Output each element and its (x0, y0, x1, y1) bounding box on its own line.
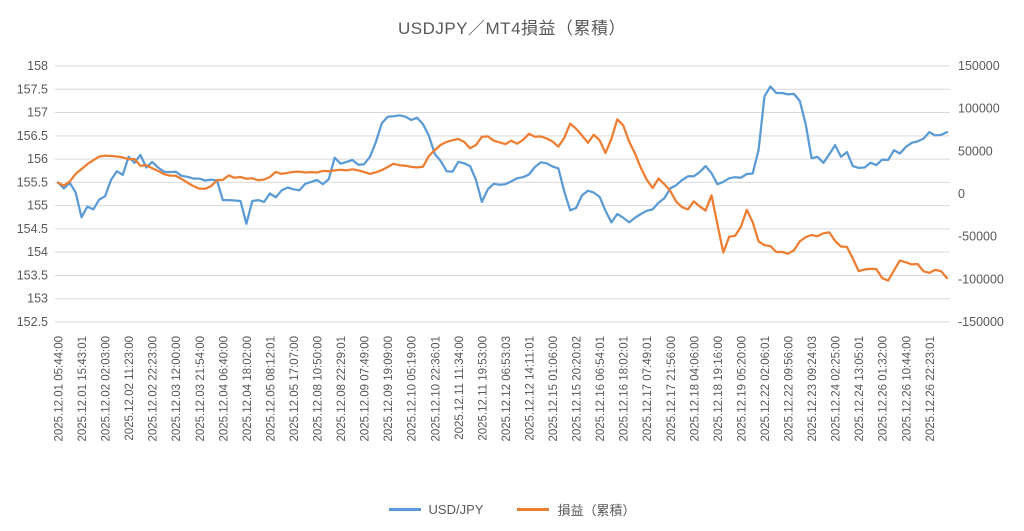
x-axis-tick-label: 2025.12.03 21:54:00 (195, 336, 207, 442)
x-axis-tick-label: 2025.12.15 01:06:00 (548, 336, 560, 442)
x-axis-tick-label: 2025.12.16 18:02:01 (619, 336, 631, 442)
x-axis-tick-label: 2025.12.19 05:20:00 (736, 336, 748, 442)
x-axis-tick-label: 2025.12.05 17:07:00 (289, 336, 301, 442)
x-axis-tick-label: 2025.12.11 19:53:00 (477, 336, 489, 441)
y-axis-tick-label-left: 157 (27, 106, 48, 120)
y-axis-tick-label-right: 150000 (958, 59, 1000, 73)
legend-label-usdjpy: USD/JPY (428, 502, 484, 517)
x-axis-tick-label: 2025.12.15 20:20:02 (572, 336, 584, 442)
y-axis-tick-label-right: 100000 (958, 102, 1000, 116)
x-axis-tick-label: 2025.12.18 19:16:00 (713, 336, 725, 442)
x-axis-tick-label: 2025.12.02 02:03:00 (101, 336, 113, 442)
chart-title: USDJPY／MT4損益（累積） (397, 19, 627, 38)
series-line-usdjpy (56, 85, 949, 225)
legend-swatch-usdjpy-icon (388, 508, 421, 511)
y-axis-tick-label-right: -150000 (958, 315, 1004, 329)
x-axis-tick-label: 2025.12.04 18:02:00 (242, 336, 254, 442)
y-axis-tick-label-left: 153.5 (17, 268, 48, 282)
x-axis-tick-label: 2025.12.05 08:12:01 (265, 336, 277, 442)
x-axis-tick-label: 2025.12.10 05:19:00 (407, 336, 419, 442)
series-line-pnl (56, 118, 949, 282)
legend-item-usdjpy: USD/JPY (388, 502, 484, 517)
x-axis-tick-label: 2025.12.26 22:23:01 (925, 336, 937, 442)
y-axis-tick-label-left: 152.5 (17, 315, 48, 329)
legend-swatch-pnl-icon (517, 508, 550, 511)
x-axis-tick-label: 2025.12.10 22:36:01 (430, 336, 442, 442)
y-axis-tick-label-left: 155 (27, 199, 48, 213)
y-axis-tick-label-left: 156 (27, 152, 48, 166)
y-axis-tick-label-left: 156.5 (17, 129, 48, 143)
y-axis-tick-label-left: 154 (27, 245, 48, 259)
x-axis-tick-label: 2025.12.26 01:32:00 (878, 336, 890, 442)
y-axis-tick-label-left: 158 (27, 59, 48, 73)
x-axis-tick-label: 2025.12.17 21:56:00 (666, 336, 678, 442)
x-axis-tick-label: 2025.12.08 10:50:00 (313, 336, 325, 442)
y-axis-tick-label-right: 0 (958, 187, 965, 201)
x-axis-tick-label: 2025.12.16 06:54:01 (595, 336, 607, 442)
x-axis-tick-label: 2025.12.23 09:24:03 (807, 336, 819, 442)
x-axis-tick-label: 2025.12.01 05:44:00 (54, 336, 66, 442)
x-axis-tick-label: 2025.12.12 14:11:01 (524, 336, 536, 441)
chart-legend: USD/JPY 損益（累積） (0, 500, 1024, 519)
x-axis-tick-label: 2025.12.26 10:44:00 (901, 336, 913, 442)
x-axis-tick-label: 2025.12.24 13:05:01 (854, 336, 866, 442)
x-axis-tick-label: 2025.12.12 06:53:03 (501, 336, 513, 442)
x-axis-tick-label: 2025.12.24 02:25:00 (831, 336, 843, 442)
x-axis-tick-label: 2025.12.22 02:06:01 (760, 336, 772, 442)
x-axis-tick-label: 2025.12.22 09:56:00 (784, 336, 796, 442)
x-axis-tick-label: 2025.12.02 11:23:00 (124, 336, 136, 441)
y-axis-tick-label-left: 153 (27, 292, 48, 306)
x-axis-tick-label: 2025.12.09 19:09:00 (383, 336, 395, 442)
x-axis-tick-label: 2025.12.02 22:23:00 (148, 336, 160, 442)
x-axis-tick-label: 2025.12.17 07:49:01 (642, 336, 654, 442)
y-axis-tick-label-right: 50000 (958, 144, 993, 158)
y-axis-tick-label-right: -50000 (958, 230, 997, 244)
y-axis-tick-label-left: 154.5 (17, 222, 48, 236)
x-axis-tick-label: 2025.12.08 22:29:01 (336, 336, 348, 442)
y-axis-tick-label-left: 157.5 (17, 82, 48, 96)
legend-label-pnl: 損益（累積） (557, 503, 636, 518)
x-axis-tick-label: 2025.12.04 06:40:00 (218, 336, 230, 442)
x-axis-tick-label: 2025.12.18 04:06:00 (689, 336, 701, 442)
y-axis-tick-label-right: -100000 (958, 272, 1004, 286)
legend-item-pnl: 損益（累積） (517, 500, 635, 519)
y-axis-tick-label-left: 155.5 (17, 175, 48, 189)
x-axis-tick-label: 2025.12.01 15:43:01 (77, 336, 89, 442)
x-axis-tick-label: 2025.12.11 11:34:00 (454, 336, 466, 440)
x-axis-tick-label: 2025.12.03 12:00:00 (171, 336, 183, 442)
x-axis-tick-label: 2025.12.09 07:49:00 (360, 336, 372, 442)
